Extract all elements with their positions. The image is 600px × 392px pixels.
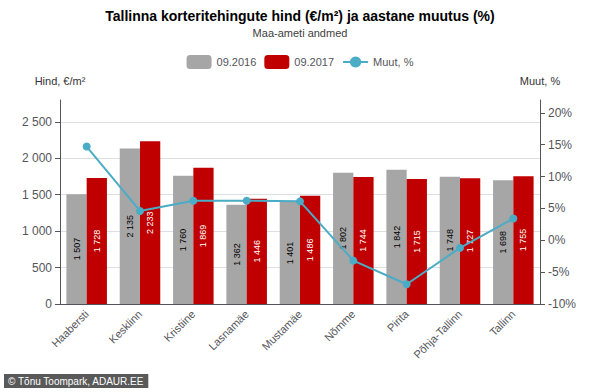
- svg-text:Nõmme: Nõmme: [322, 308, 358, 344]
- svg-text:Hind, €/m²: Hind, €/m²: [35, 75, 86, 87]
- svg-text:09.2016: 09.2016: [217, 56, 257, 68]
- svg-text:Muut, %: Muut, %: [520, 75, 561, 87]
- svg-text:-5%: -5%: [548, 265, 570, 279]
- svg-text:2 000: 2 000: [22, 151, 52, 165]
- svg-text:Pirita: Pirita: [385, 307, 412, 334]
- svg-text:15%: 15%: [548, 138, 572, 152]
- svg-text:1 401: 1 401: [285, 242, 295, 265]
- svg-text:1 755: 1 755: [518, 229, 528, 252]
- svg-text:Maa-ameti andmed: Maa-ameti andmed: [253, 27, 348, 39]
- svg-text:Mustamäe: Mustamäe: [259, 308, 304, 353]
- svg-text:-10%: -10%: [548, 297, 576, 311]
- svg-text:2 500: 2 500: [22, 115, 52, 129]
- svg-text:1 744: 1 744: [358, 229, 368, 252]
- svg-text:20%: 20%: [548, 106, 572, 120]
- svg-text:5%: 5%: [548, 201, 566, 215]
- svg-text:Tallinn: Tallinn: [487, 308, 518, 339]
- svg-text:1 715: 1 715: [412, 230, 422, 253]
- svg-text:1 760: 1 760: [178, 229, 188, 252]
- svg-text:1 507: 1 507: [72, 238, 82, 261]
- svg-text:Tallinna korteritehingute hind: Tallinna korteritehingute hind (€/m²) ja…: [105, 8, 494, 24]
- svg-text:1 728: 1 728: [92, 230, 102, 253]
- svg-text:1 000: 1 000: [22, 224, 52, 238]
- svg-text:Kristiine: Kristiine: [161, 308, 197, 344]
- svg-text:Haabersti: Haabersti: [49, 308, 91, 350]
- svg-text:Muut, %: Muut, %: [373, 56, 414, 68]
- svg-text:1 748: 1 748: [445, 229, 455, 252]
- svg-text:1 362: 1 362: [232, 243, 242, 266]
- svg-text:2 233: 2 233: [145, 211, 155, 234]
- svg-text:1 486: 1 486: [305, 239, 315, 262]
- svg-text:Kesklinn: Kesklinn: [106, 308, 144, 346]
- svg-text:09.2017: 09.2017: [294, 56, 334, 68]
- svg-text:© Tõnu Toompark, ADAUR.EE: © Tõnu Toompark, ADAUR.EE: [8, 376, 144, 387]
- svg-text:0: 0: [45, 297, 52, 311]
- svg-text:1 802: 1 802: [338, 227, 349, 250]
- svg-text:1 727: 1 727: [465, 229, 476, 253]
- svg-text:1 446: 1 446: [252, 240, 262, 263]
- svg-text:1 842: 1 842: [392, 226, 402, 249]
- svg-text:Lasnamäe: Lasnamäe: [206, 308, 251, 353]
- svg-text:0%: 0%: [548, 233, 566, 247]
- svg-text:10%: 10%: [548, 170, 572, 184]
- svg-text:1 698: 1 698: [498, 231, 508, 254]
- svg-text:2 135: 2 135: [125, 215, 135, 238]
- svg-text:1 500: 1 500: [22, 188, 52, 202]
- svg-text:1 869: 1 869: [198, 225, 208, 248]
- svg-text:Põhja-Tallinn: Põhja-Tallinn: [411, 308, 464, 361]
- svg-text:500: 500: [32, 261, 52, 275]
